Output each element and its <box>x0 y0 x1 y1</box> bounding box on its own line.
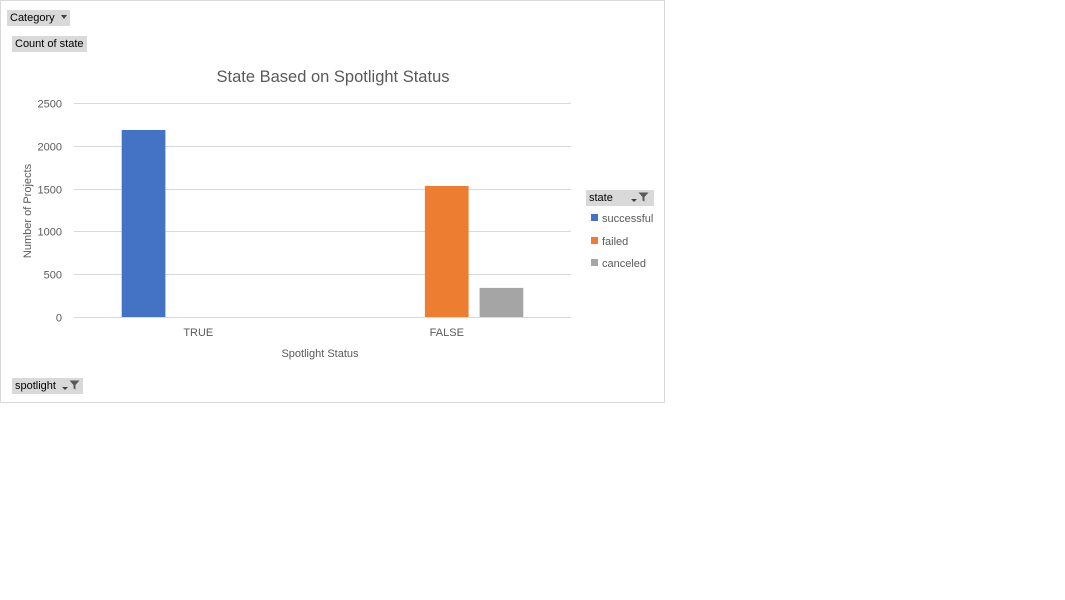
state-legend-field-button[interactable]: state <box>586 190 654 206</box>
y-tick-label: 500 <box>44 270 62 282</box>
legend-label-failed: failed <box>602 236 629 248</box>
category-filter-button[interactable]: Category <box>7 10 70 26</box>
legend-item-successful[interactable]: successful <box>591 212 653 226</box>
spotlight-axis-field-button[interactable]: spotlight <box>12 378 83 394</box>
bars <box>121 130 524 317</box>
legend-label-canceled: canceled <box>602 258 647 270</box>
state-legend-field-label: state <box>589 192 613 204</box>
category-filter-label: Category <box>10 12 55 24</box>
bar-successful-true[interactable] <box>121 130 166 317</box>
y-axis-label: Number of Projects <box>22 163 34 258</box>
chart-title: State Based on Spotlight Status <box>217 68 450 86</box>
x-tick-label: FALSE <box>430 327 464 339</box>
chevron-down-icon <box>630 199 637 203</box>
filter-funnel-icon <box>638 192 649 202</box>
values-field-button[interactable]: Count of state <box>12 36 87 52</box>
values-field-label: Count of state <box>15 38 84 50</box>
y-tick-label: 2000 <box>38 142 62 154</box>
pivot-chart[interactable]: Category Count of state State Based on S… <box>0 0 665 403</box>
legend-label-successful: successful <box>602 213 654 225</box>
legend-swatch-failed <box>591 237 598 244</box>
legend-item-failed[interactable]: failed <box>591 235 628 249</box>
legend-swatch-canceled <box>591 259 598 266</box>
bar-canceled-false[interactable] <box>479 287 524 317</box>
x-axis-ticks: TRUE FALSE <box>183 327 464 339</box>
plot-area: State Based on Spotlight Status 0 500 1000… <box>22 68 571 360</box>
filter-funnel-icon <box>69 380 80 390</box>
y-tick-label: 0 <box>56 313 62 325</box>
y-tick-label: 2500 <box>38 99 62 111</box>
x-axis-label: Spotlight Status <box>281 348 359 360</box>
y-tick-label: 1000 <box>38 227 62 239</box>
x-tick-label: TRUE <box>183 327 213 339</box>
chevron-down-icon <box>60 15 67 20</box>
chevron-down-icon <box>61 387 68 391</box>
y-axis-ticks: 0 500 1000 1500 2000 2500 <box>38 99 62 325</box>
legend-swatch-successful <box>591 214 598 221</box>
y-tick-label: 1500 <box>38 185 62 197</box>
spotlight-axis-field-label: spotlight <box>15 380 56 392</box>
bar-failed-false[interactable] <box>424 186 469 317</box>
legend-item-canceled[interactable]: canceled <box>591 257 646 271</box>
